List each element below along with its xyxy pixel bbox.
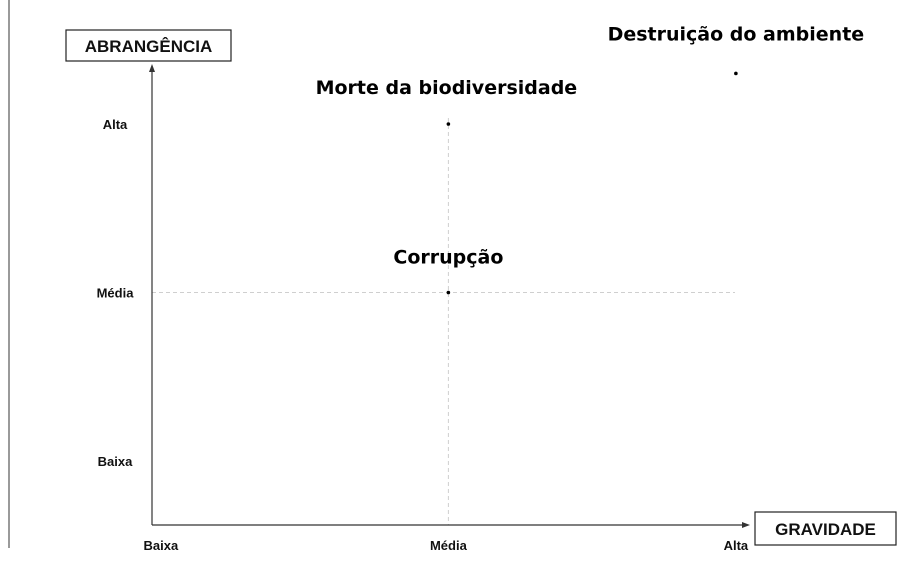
data-point	[446, 122, 451, 126]
x-tick-label: Alta	[724, 538, 749, 553]
data-point	[734, 71, 738, 76]
y-axis-title-box	[65, 29, 232, 62]
y-axis-arrow	[149, 64, 155, 72]
data-point-label: Morte da biodiversidade	[316, 77, 578, 99]
data-point-label: Destruição do ambiente	[608, 23, 865, 45]
y-axis-title: ABRANGÊNCIA	[85, 37, 213, 56]
y-tick-label: Alta	[103, 117, 128, 132]
x-tick-label: Baixa	[144, 538, 179, 553]
y-tick-label: Baixa	[98, 454, 133, 469]
data-point	[446, 290, 451, 295]
x-axis-arrow	[742, 522, 750, 528]
data-point-label: Corrupção	[393, 247, 503, 269]
x-axis-title-box	[754, 511, 897, 546]
x-tick-label: Média	[430, 538, 468, 553]
y-tick-label: Média	[97, 286, 135, 301]
page-edge-line	[8, 0, 10, 548]
x-axis-title: GRAVIDADE	[775, 520, 876, 539]
